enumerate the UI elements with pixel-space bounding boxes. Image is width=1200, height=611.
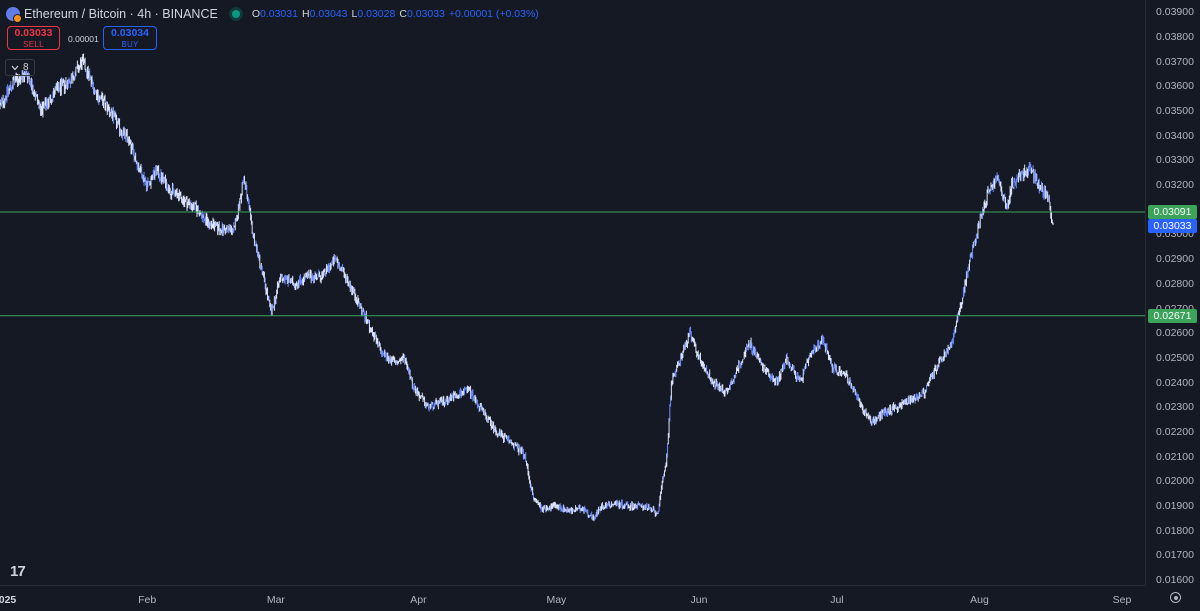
settings-icon[interactable] [1170,592,1181,603]
candle-series [0,53,1054,522]
price-tick-label: 0.03200 [1156,179,1194,192]
time-tick-label: May [546,594,567,606]
buy-label: BUY [121,40,139,49]
time-tick-label: Jul [830,594,844,606]
price-tick-label: 0.01600 [1156,574,1194,587]
sell-label: SELL [23,40,44,49]
price-tick-label: 0.02100 [1156,450,1194,463]
price-axis[interactable]: 0.03900 0.03800 0.03700 0.03600 0.03500 0.034… [1145,0,1200,587]
ohlc-low: L0.03028 [351,8,396,20]
time-tick-label: Mar [266,594,285,606]
price-tick-label: 0.02000 [1156,475,1194,488]
indicators-toggle[interactable]: 8 [5,59,35,76]
price-tick-label: 0.01800 [1156,524,1194,537]
time-tick-label: Sep [1112,594,1132,606]
price-tick-label: 0.03900 [1156,6,1194,19]
price-tick-label: 0.01700 [1156,549,1194,562]
price-tick-label: 0.03300 [1156,154,1194,167]
ohlc-close: C0.03033 [399,8,445,20]
eth-btc-icon [6,7,22,23]
tradingview-logo[interactable]: 17 [10,563,26,580]
time-tick-label: Apr [410,594,427,606]
price-tick-label: 0.02900 [1156,253,1194,266]
indicators-count: 8 [23,62,29,73]
price-tick-label: 0.03600 [1156,80,1194,93]
price-tick-label: 0.03500 [1156,105,1194,118]
price-tick-label: 0.03700 [1156,55,1194,68]
spread-value: 0.00001 [68,34,99,44]
time-axis[interactable]: 2025 Feb Mar Apr May Jun Jul Aug Sep [0,585,1145,611]
price-tick-label: 0.02400 [1156,376,1194,389]
buy-button[interactable]: 0.03034 BUY [103,26,157,50]
price-tick-label: 0.03400 [1156,129,1194,142]
buy-price: 0.03034 [111,27,149,39]
price-tick-label: 0.01900 [1156,500,1194,512]
market-open-icon [231,10,240,18]
horizontal-levels [0,211,1145,317]
time-tick-label: 2025 [0,594,17,606]
symbol-title[interactable]: Ethereum / Bitcoin · 4h · BINANCE [24,7,218,21]
chart-area[interactable] [0,0,1145,585]
price-plot[interactable] [0,0,1145,585]
time-tick-label: Feb [138,594,157,606]
ohlc-change: +0.00001 (+0.03%) [448,8,539,20]
price-tick-label: 0.02800 [1156,277,1194,290]
sell-button[interactable]: 0.03033 SELL [7,26,60,50]
chevron-down-icon [11,65,19,70]
price-tick-label: 0.02600 [1156,327,1194,340]
sell-price: 0.03033 [14,27,53,39]
price-tick-label: 0.02200 [1156,425,1194,438]
symbol-legend: Ethereum / Bitcoin · 4h · BINANCE O0.030… [6,5,539,23]
price-tick-label: 0.03800 [1156,31,1194,44]
ohlc-open: O0.03031 [251,8,298,20]
time-tick-label: Aug [970,594,989,606]
price-tick-label: 0.02300 [1156,401,1194,414]
time-tick-label: Jun [690,594,708,606]
level-high-tag: 0.03091 [1148,205,1197,220]
price-tick-label: 0.02500 [1156,351,1194,364]
last-price-tag: 0.03033 [1148,219,1197,234]
ohlc-high: H0.03043 [301,8,348,20]
level-low-tag: 0.02671 [1148,308,1197,323]
